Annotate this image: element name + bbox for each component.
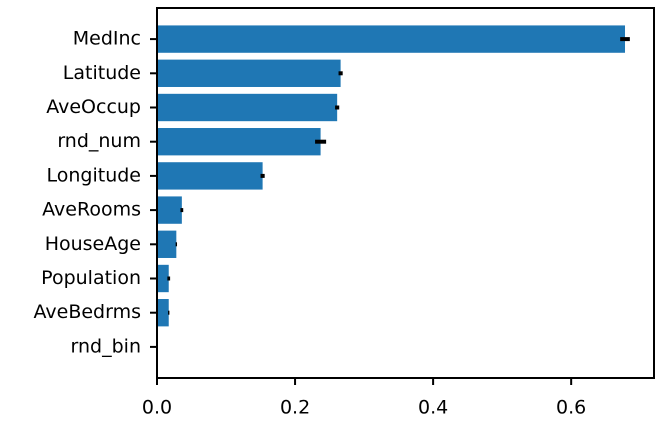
bar bbox=[157, 264, 169, 293]
bar bbox=[157, 128, 321, 156]
bar bbox=[157, 299, 169, 327]
y-tick-label: MedInc bbox=[73, 28, 141, 50]
x-tick-label: 0.2 bbox=[280, 397, 310, 419]
y-tick-label: Longitude bbox=[47, 164, 142, 186]
y-tick-label: AveOccup bbox=[46, 96, 141, 118]
bar bbox=[157, 25, 626, 53]
y-tick-label: AveRooms bbox=[42, 199, 141, 221]
plot-frame bbox=[156, 7, 655, 379]
x-tick-label: 0.0 bbox=[142, 397, 172, 419]
bar bbox=[157, 59, 341, 87]
bar bbox=[157, 93, 338, 122]
y-tick-label: Population bbox=[41, 267, 141, 289]
y-tick-label: rnd_bin bbox=[71, 335, 141, 357]
x-tick-label: 0.6 bbox=[556, 397, 586, 419]
bar bbox=[157, 196, 182, 224]
y-tick-label: rnd_num bbox=[57, 130, 141, 152]
y-tick-label: HouseAge bbox=[45, 233, 141, 255]
y-tick-label: Latitude bbox=[63, 62, 141, 84]
bar bbox=[157, 162, 263, 190]
x-tick-label: 0.4 bbox=[418, 397, 448, 419]
y-tick-label: AveBedrms bbox=[34, 301, 142, 323]
bar bbox=[157, 230, 177, 258]
